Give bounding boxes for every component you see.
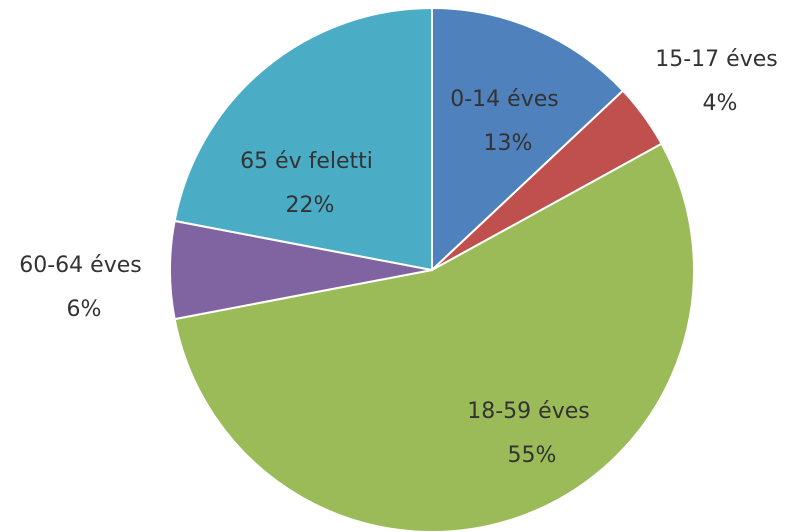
- slice-value-60-64: 6%: [67, 297, 102, 322]
- pie-slices: [169, 6, 695, 532]
- slice-label-0-14: 0-14 éves 13%: [450, 87, 565, 156]
- slice-name-18-59: 18-59 éves: [467, 399, 589, 424]
- slice-name-65-plus: 65 év feletti: [240, 149, 373, 174]
- pie-slice-65-plus: [173, 6, 433, 272]
- slice-label-60-64: 60-64 éves 6%: [19, 253, 148, 322]
- pie-slice-0-14: [431, 6, 625, 273]
- slice-name-60-64: 60-64 éves: [19, 253, 141, 278]
- slice-name-0-14: 0-14 éves: [450, 87, 558, 112]
- slice-value-15-17: 4%: [703, 91, 738, 116]
- slice-value-65-plus: 22%: [286, 193, 335, 218]
- pie-labels: 0-14 éves 13% 15-17 éves 4% 18-59 éves 5…: [19, 47, 784, 468]
- slice-label-18-59: 18-59 éves 55%: [467, 399, 596, 468]
- pie-slice-18-59: [173, 142, 695, 532]
- slice-value-0-14: 13%: [484, 131, 533, 156]
- slice-label-15-17: 15-17 éves 4%: [655, 47, 784, 116]
- slice-label-65-plus: 65 év feletti 22%: [240, 149, 380, 218]
- slice-value-18-59: 55%: [508, 443, 557, 468]
- slice-name-15-17: 15-17 éves: [655, 47, 777, 72]
